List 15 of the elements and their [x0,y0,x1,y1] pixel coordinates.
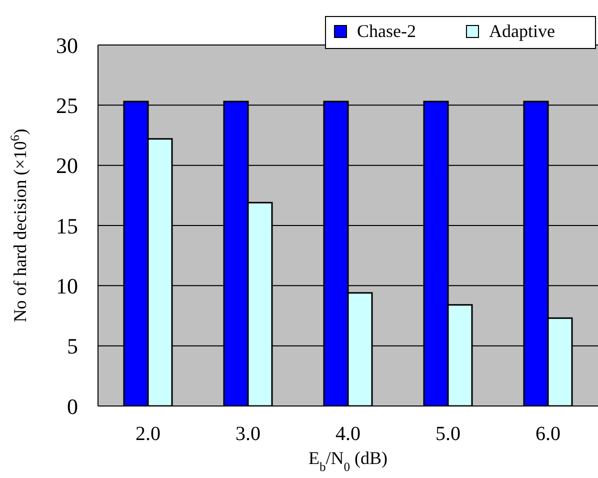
y-tick-label: 5 [67,334,78,359]
y-tick-label: 10 [56,273,78,298]
y-tick-label: 20 [56,153,78,178]
y-tick-label: 0 [67,394,78,419]
x-tick-label: 2.0 [136,423,160,446]
y-tick-label: 30 [56,32,78,58]
y-tick-label: 25 [56,92,78,118]
legend-label: Chase-2 [357,21,416,42]
x-tick-label: 3.0 [236,423,260,446]
x-tick-label: 4.0 [336,423,360,446]
x-tick-label: 5.0 [436,423,460,446]
x-tick-label: 6.0 [536,423,560,446]
legend-label: Adaptive [489,21,555,42]
y-tick-label: 15 [56,213,78,238]
x-axis-title: E$_{b}$/N$_{0}$ (dB) [308,448,388,474]
